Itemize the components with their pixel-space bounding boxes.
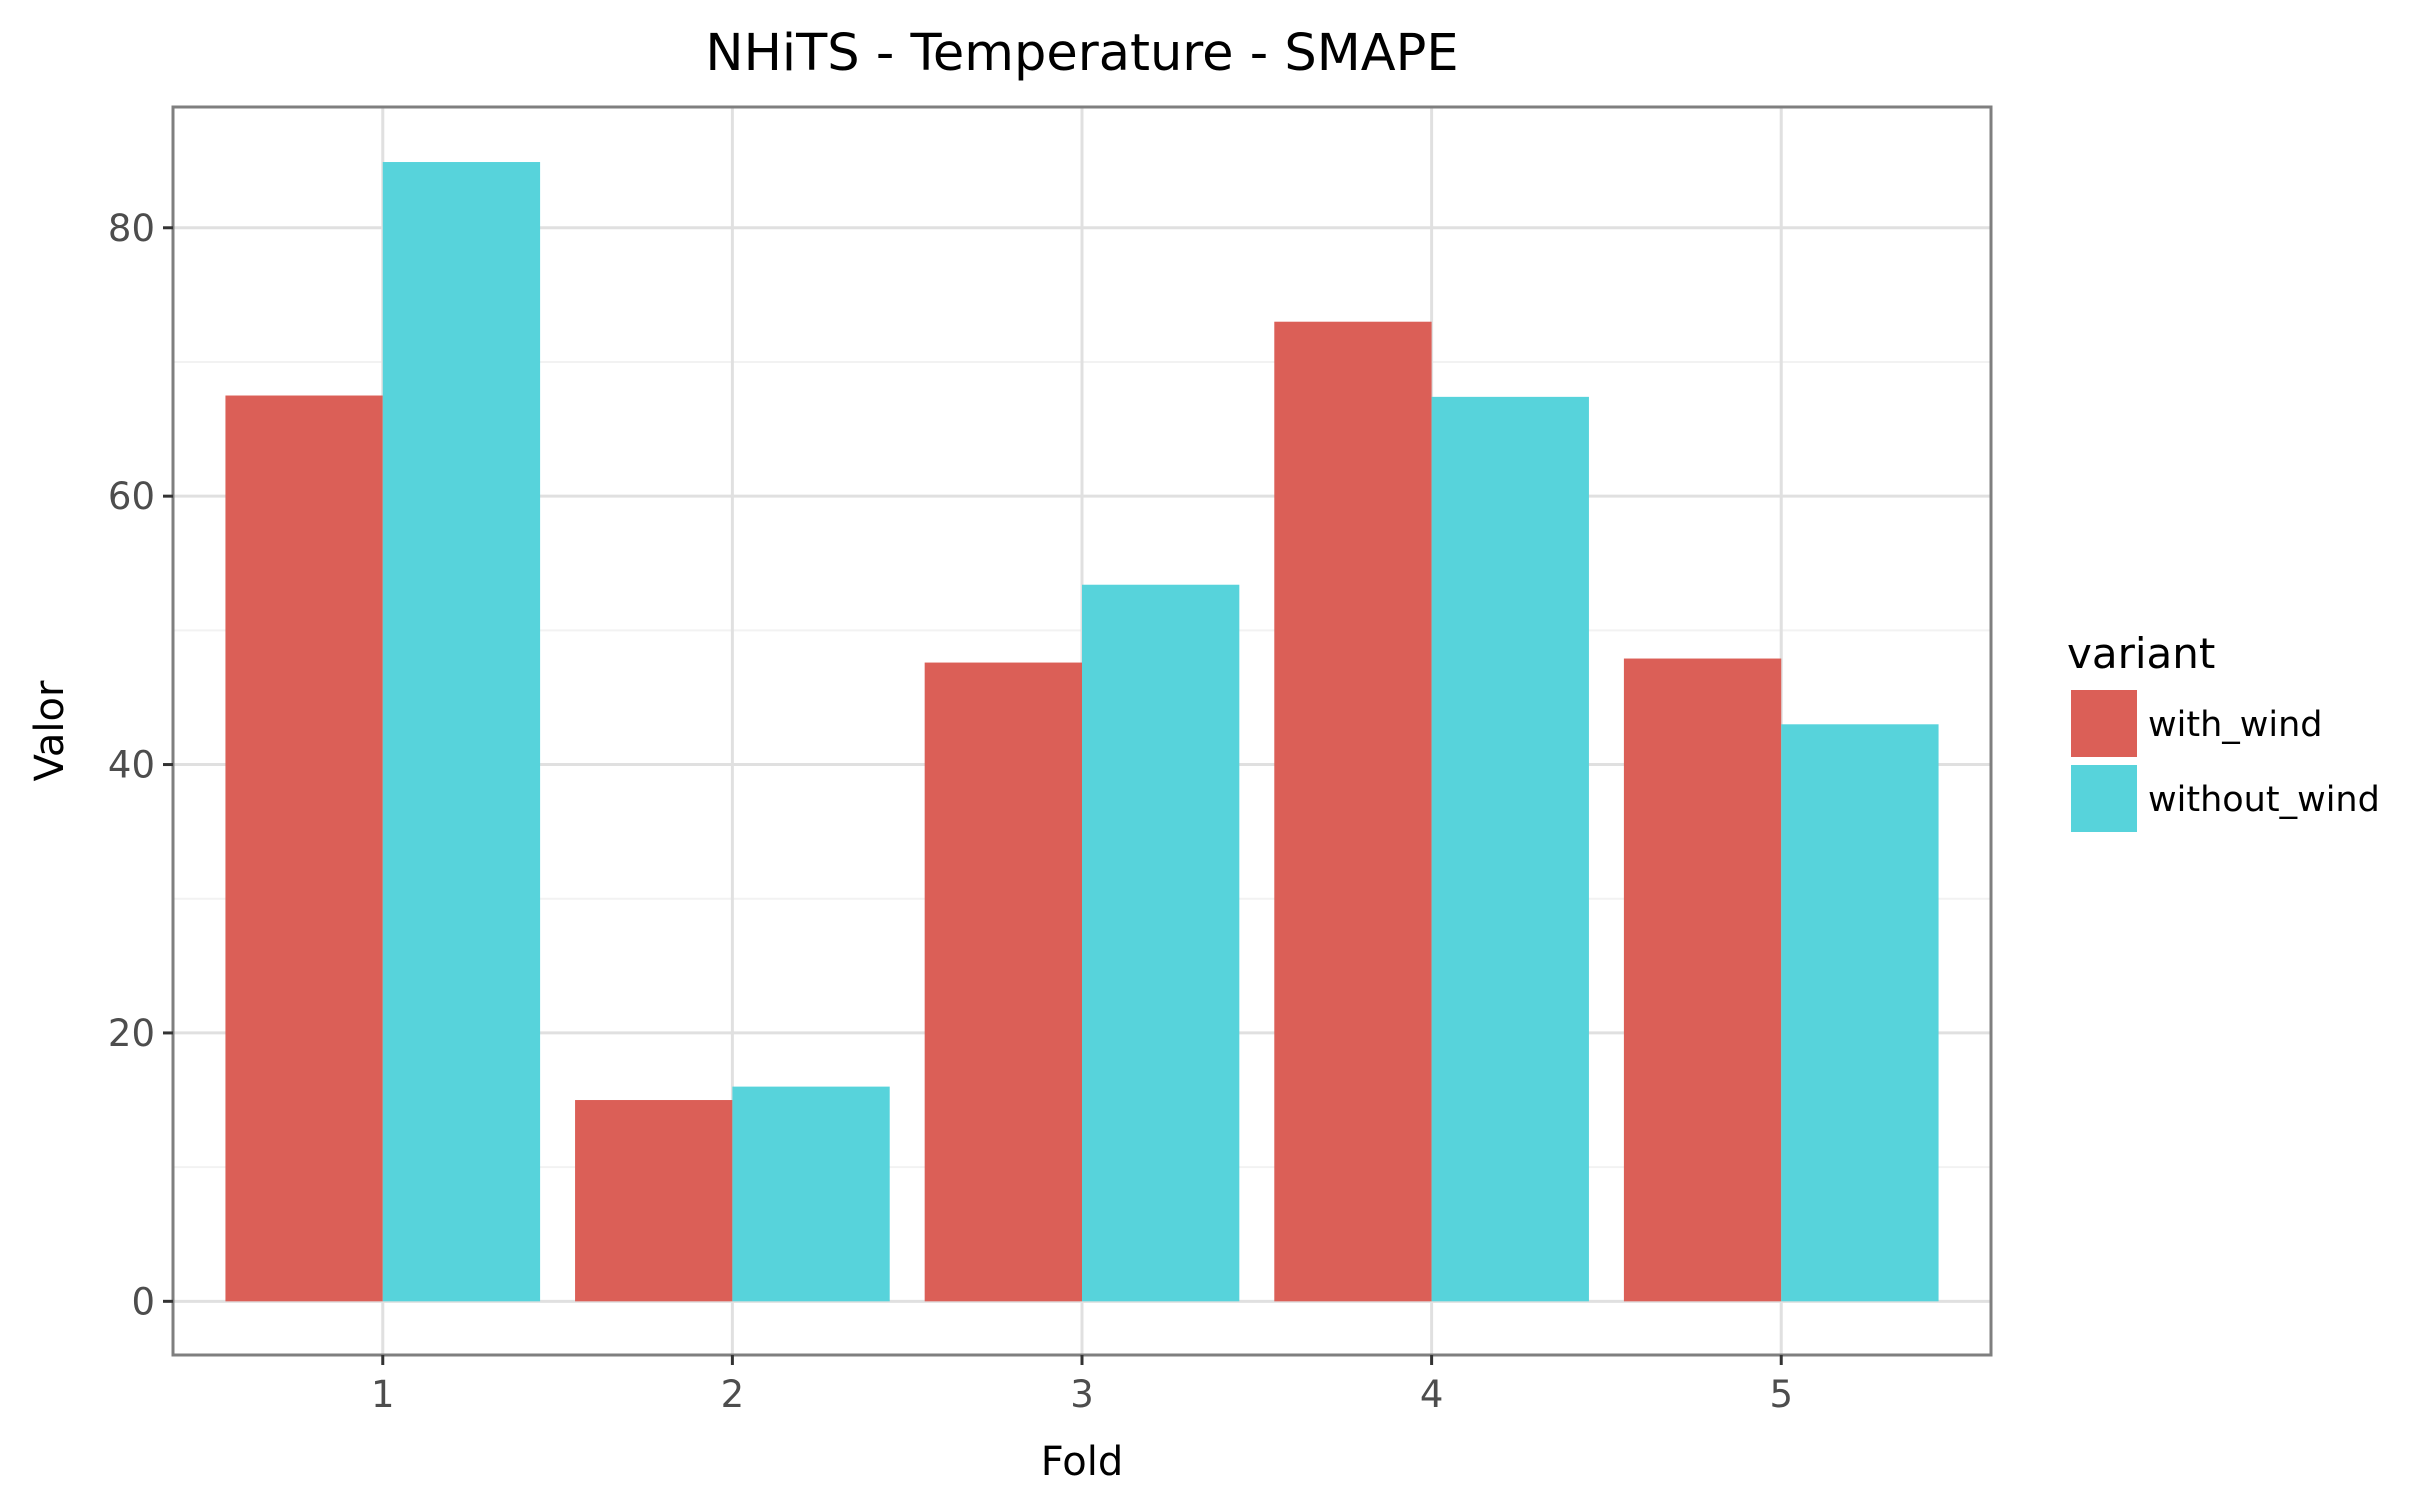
y-tick-label: 80 — [108, 207, 155, 250]
x-axis-title: Fold — [1041, 1439, 1124, 1485]
chart-title: NHiTS - Temperature - SMAPE — [705, 24, 1458, 83]
bar-with_wind-fold-5 — [1623, 658, 1782, 1302]
bar-with_wind-fold-2 — [575, 1100, 733, 1302]
bar-without_wind-fold-4 — [1431, 396, 1589, 1302]
y-tick-label: 40 — [108, 744, 155, 787]
x-tick-label: 5 — [1769, 1373, 1793, 1416]
bar-with_wind-fold-1 — [225, 395, 383, 1302]
bar-without_wind-fold-2 — [732, 1086, 890, 1302]
bar-with_wind-fold-4 — [1274, 321, 1432, 1302]
x-tick-label: 2 — [721, 1373, 745, 1416]
y-axis: 0 20 40 60 80 — [108, 207, 173, 1323]
legend-label-with_wind: with_wind — [2148, 705, 2323, 745]
x-tick-label: 1 — [371, 1373, 395, 1416]
legend-title: variant — [2067, 629, 2215, 678]
legend: variant with_wind without_wind — [2067, 629, 2380, 832]
x-tick-label: 4 — [1420, 1373, 1444, 1416]
bar-with_wind-fold-3 — [924, 662, 1082, 1302]
y-tick-label: 60 — [108, 475, 155, 518]
legend-key-without_wind — [2071, 765, 2137, 832]
y-tick-label: 0 — [131, 1280, 155, 1323]
x-axis: 1 2 3 4 5 — [371, 1355, 1793, 1416]
bars — [225, 162, 1939, 1302]
bar-without_wind-fold-1 — [382, 162, 541, 1302]
bar-without_wind-fold-5 — [1781, 724, 1939, 1302]
y-axis-title: Valor — [27, 680, 73, 781]
x-tick-label: 3 — [1070, 1373, 1094, 1416]
legend-label-without_wind: without_wind — [2148, 780, 2380, 820]
bar-without_wind-fold-3 — [1082, 584, 1240, 1302]
y-tick-label: 20 — [108, 1012, 155, 1055]
legend-key-with_wind — [2071, 690, 2137, 757]
